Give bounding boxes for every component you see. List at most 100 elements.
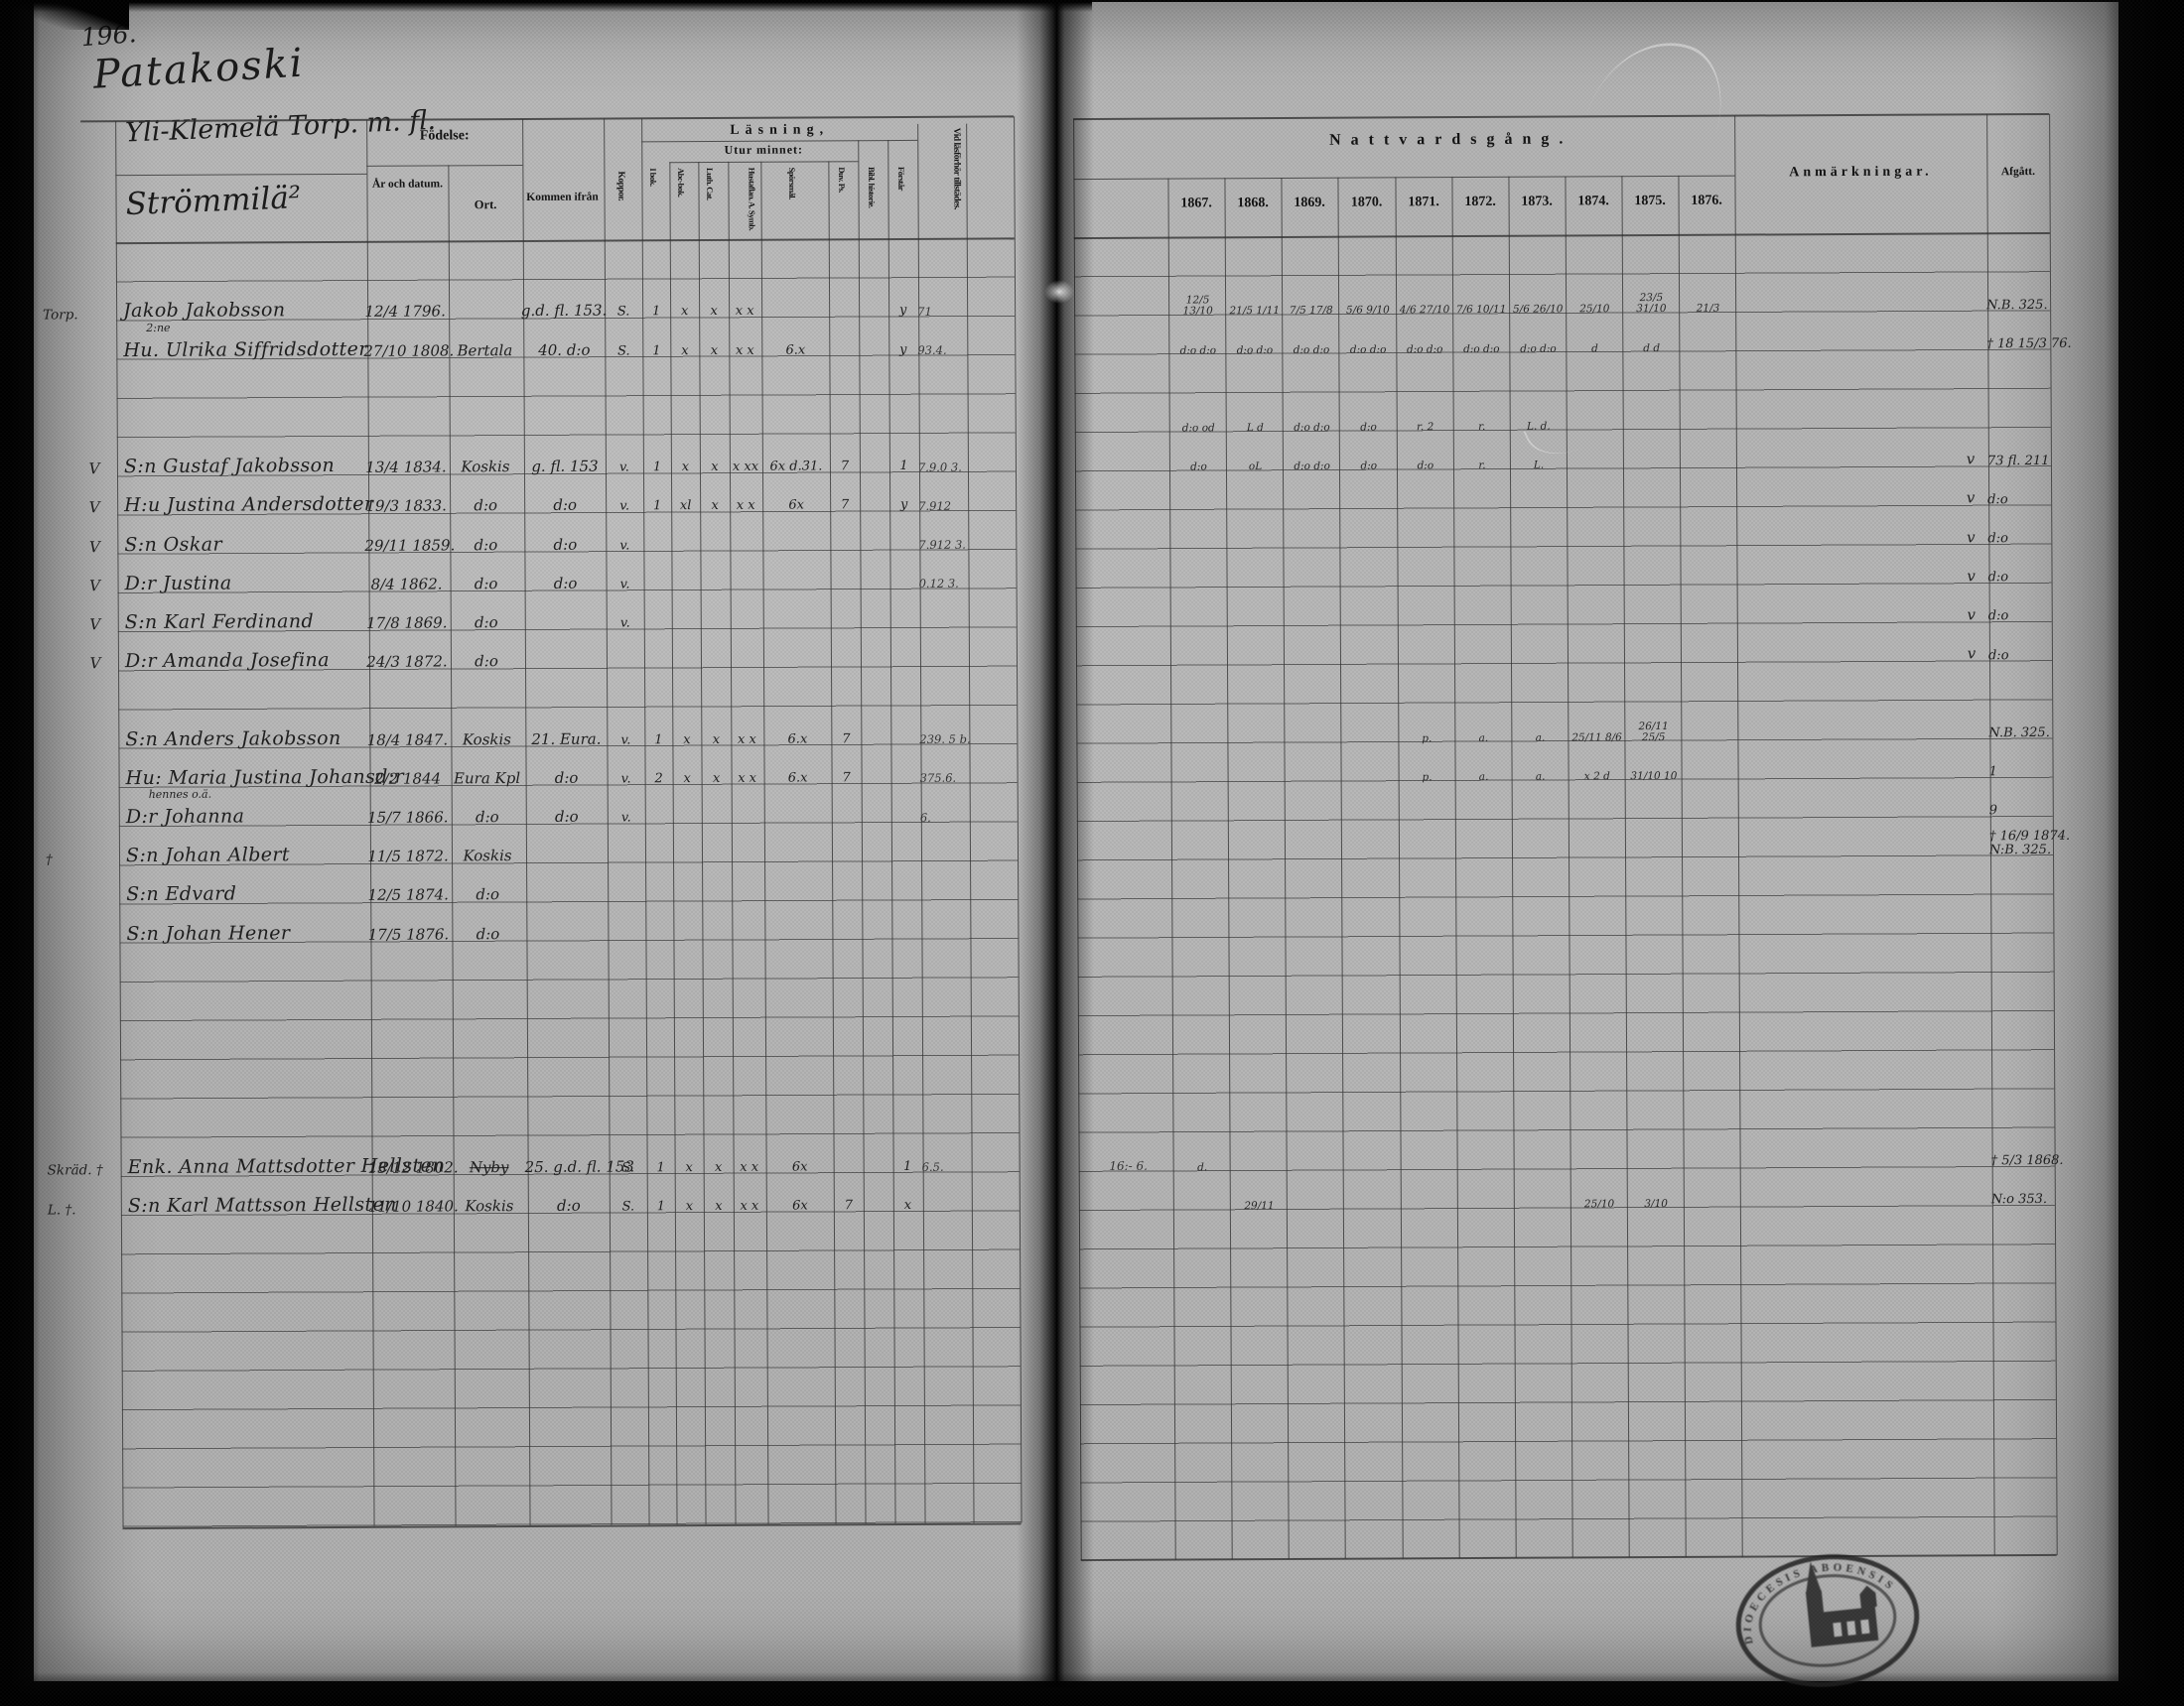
entry-luth: x bbox=[714, 1159, 723, 1175]
entry-ort: d:o bbox=[474, 496, 498, 515]
entry-vid: 93.4. bbox=[917, 342, 947, 358]
entry-symb: x xx bbox=[732, 459, 759, 475]
entry-koppor: S. bbox=[617, 343, 630, 359]
entry-natt-1872: a. bbox=[1478, 770, 1489, 783]
entry-spors: 6.x bbox=[787, 731, 808, 747]
entry-luth: x bbox=[711, 498, 719, 514]
entry-luth: x bbox=[711, 459, 719, 475]
entry-vid: 0.12 3. bbox=[918, 576, 959, 591]
entry-date: 11/5 1872. bbox=[367, 847, 449, 866]
entry-ort: Koskis bbox=[462, 729, 512, 748]
entry-natt-1874: 25/10 bbox=[1579, 303, 1610, 316]
entry-natt-1873: d:o d:o bbox=[1520, 342, 1557, 355]
entry-date: 17/5 1876. bbox=[367, 924, 450, 944]
entry-spors: 6x bbox=[791, 1159, 808, 1175]
entry-date: 29/11 1859. bbox=[364, 535, 456, 555]
entry-natt-1873: 5/6 26/10 bbox=[1512, 303, 1564, 317]
entry-afgatt: † 18 15/3 76. bbox=[1986, 335, 2072, 352]
entry-date: 11/10 1840. bbox=[367, 1197, 459, 1216]
entry-natt-1868: L d bbox=[1246, 422, 1264, 435]
entry-symb: x x bbox=[740, 1198, 759, 1214]
entry-name: Jakob Jakobsson bbox=[123, 299, 286, 323]
entry-duv: 7 bbox=[840, 497, 850, 513]
entry-date: 24/3 1872. bbox=[366, 652, 448, 672]
entry-ort: d:o bbox=[476, 924, 500, 943]
entry-forstar: y bbox=[899, 341, 907, 357]
entry-natt-1870: d:o bbox=[1360, 459, 1378, 472]
entry-vid: 6.5. bbox=[921, 1160, 944, 1175]
entry-ibok: 1 bbox=[652, 459, 662, 475]
entry-natt-1873: L. bbox=[1533, 459, 1545, 471]
entry-rcheck: v bbox=[1967, 567, 1976, 586]
entry-rcheck: v bbox=[1967, 605, 1977, 624]
entry-name: D:r Johanna bbox=[125, 805, 245, 829]
entry-natt-1870: d:o d:o bbox=[1349, 343, 1387, 356]
entry-luth: x bbox=[715, 1198, 723, 1214]
entry-symb: x x bbox=[736, 498, 755, 514]
entry-kommen: g. fl. 153 bbox=[531, 457, 599, 476]
entry-vid: 7.912 3. bbox=[918, 537, 966, 553]
entry-ibok: 1 bbox=[652, 498, 662, 514]
entry-date: 18/4 1847. bbox=[366, 729, 449, 749]
entry-name: S:n Edvard bbox=[126, 882, 237, 906]
entry-natt-1875: 31/10 10 bbox=[1630, 769, 1678, 782]
entry-natt-1870: d:o bbox=[1360, 421, 1377, 434]
entry-koppor: v. bbox=[619, 498, 630, 514]
entry-afgatt: N.B. 325. bbox=[1988, 724, 2050, 741]
entry-natt-1873: a. bbox=[1535, 770, 1546, 783]
entry-name: S:n Karl Ferdinand bbox=[124, 610, 315, 634]
entry-rcheck: v bbox=[1966, 450, 1976, 468]
entry-natt-1871: p. bbox=[1422, 731, 1433, 744]
entry-kommen: 21. Eura. bbox=[531, 729, 602, 748]
entry-koppor: S. bbox=[616, 304, 630, 320]
entry-vcheck: V bbox=[88, 537, 100, 556]
entry-vid: 239. 5 b. bbox=[919, 731, 971, 747]
entry-ort: d:o bbox=[475, 652, 498, 671]
entry-name: S:n Johan Hener bbox=[126, 921, 291, 945]
entry-vcheck: V bbox=[89, 654, 101, 673]
entry-natt-1872: r. bbox=[1478, 420, 1486, 433]
entry-afgatt: d:o bbox=[1987, 608, 2009, 624]
entry-natt-1872: r. bbox=[1478, 459, 1486, 472]
entry-date: 15/7 1866. bbox=[367, 808, 449, 827]
entry-afgatt: † 16/9 1874. N:B. 325. bbox=[1988, 828, 2071, 857]
entry-koppor: S. bbox=[621, 1199, 635, 1215]
entry-date: 8/4 1862. bbox=[370, 575, 443, 593]
entry-margin: L. †. bbox=[47, 1201, 76, 1219]
entry-spors: 6.x bbox=[787, 770, 808, 786]
entry-natt-1873: L. d. bbox=[1526, 420, 1551, 433]
entry-natt-1875: 23/5 31/10 bbox=[1636, 292, 1667, 316]
entry-name: Hu: Maria Justina Johansd:r bbox=[125, 765, 405, 789]
entry-ort: Eura Kpl bbox=[453, 768, 521, 788]
entry-ibok: 1 bbox=[652, 342, 661, 358]
entry-abc: xl bbox=[679, 498, 692, 514]
entry-rcheck: v bbox=[1967, 527, 1976, 546]
entry-luth: x bbox=[712, 731, 721, 747]
entry-spors: 6x d.31. bbox=[769, 459, 823, 474]
entry-ort: Koskis bbox=[461, 458, 510, 476]
entry-name: Hu. Ulrika Siffridsdotter bbox=[123, 337, 368, 361]
entry-kommen: d:o bbox=[553, 535, 578, 554]
entry-symb: x x bbox=[735, 342, 754, 358]
entry-afgatt: N:o 353. bbox=[1990, 1192, 2048, 1208]
entry-natt-1871: r. 2 bbox=[1416, 421, 1434, 434]
entry-date: 2/2 1844 bbox=[374, 769, 442, 788]
entry-natt-1867: d:o od bbox=[1181, 422, 1215, 435]
entry-afgatt: d:o bbox=[1987, 647, 2009, 663]
entry-margin: Torp. bbox=[43, 307, 78, 324]
entry-natt-1875: 3/10 bbox=[1644, 1197, 1668, 1211]
entry-name: S:n Anders Jakobsson bbox=[125, 726, 341, 750]
entry-ort: d:o bbox=[474, 535, 498, 554]
entry-abc: x bbox=[683, 770, 691, 786]
entry-duv: 7 bbox=[842, 730, 851, 746]
entry-abc: x bbox=[683, 731, 691, 747]
entry-luth: x bbox=[712, 770, 721, 786]
entry-name: S:n Karl Mattsson Hellsten bbox=[127, 1193, 397, 1218]
entry-kommen: d:o bbox=[554, 807, 579, 826]
entry-forstar: y bbox=[898, 303, 907, 319]
entry-spors: 6x bbox=[788, 497, 804, 513]
entry-vid: 7.9.0 3. bbox=[917, 459, 962, 474]
entry-duv: 7 bbox=[844, 1198, 854, 1214]
entry-name: H:u Justina Andersdotter bbox=[124, 493, 374, 517]
